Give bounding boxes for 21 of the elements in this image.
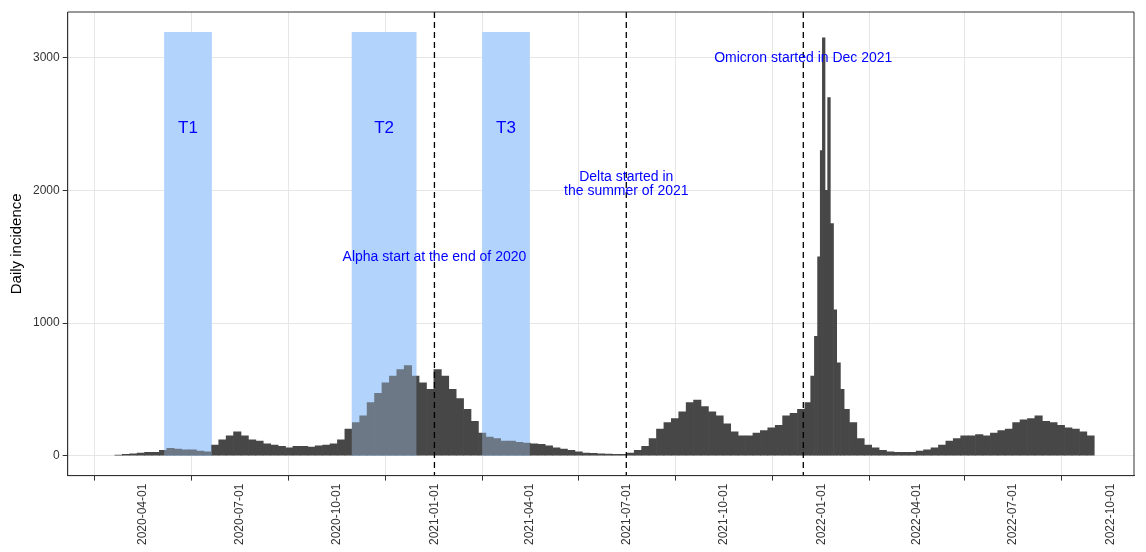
x-tick-label: 2020-04-01 [135,483,150,546]
y-tick-label: 1000 [32,315,61,330]
band-label: T1 [178,117,198,137]
x-tick-label: 2021-10-01 [716,483,731,546]
band-label: T3 [496,117,516,137]
x-tick-label: 2021-07-01 [618,483,633,546]
y-tick-label: 0 [53,448,61,463]
annotation: Alpha start at the end of 2020 [342,247,527,264]
x-tick-label: 2020-07-01 [231,483,246,546]
x-tick-label: 2022-07-01 [1005,483,1020,546]
y-tick-label: 3000 [32,50,61,65]
y-tick-label: 2000 [32,182,61,197]
x-tick-label: 2022-01-01 [813,483,828,546]
x-tick-label: 2020-10-01 [329,483,344,546]
band-label: T2 [374,117,395,137]
x-tick-label: 2022-04-01 [909,483,924,546]
x-tick-label: 2022-10-01 [1102,483,1117,546]
annotation: Delta started in the summer of 2021 [564,167,689,198]
x-tick-label: 2021-01-01 [426,483,441,546]
y-axis-title: Daily incidence [7,193,25,295]
x-tick-label: 2021-04-01 [522,483,537,546]
